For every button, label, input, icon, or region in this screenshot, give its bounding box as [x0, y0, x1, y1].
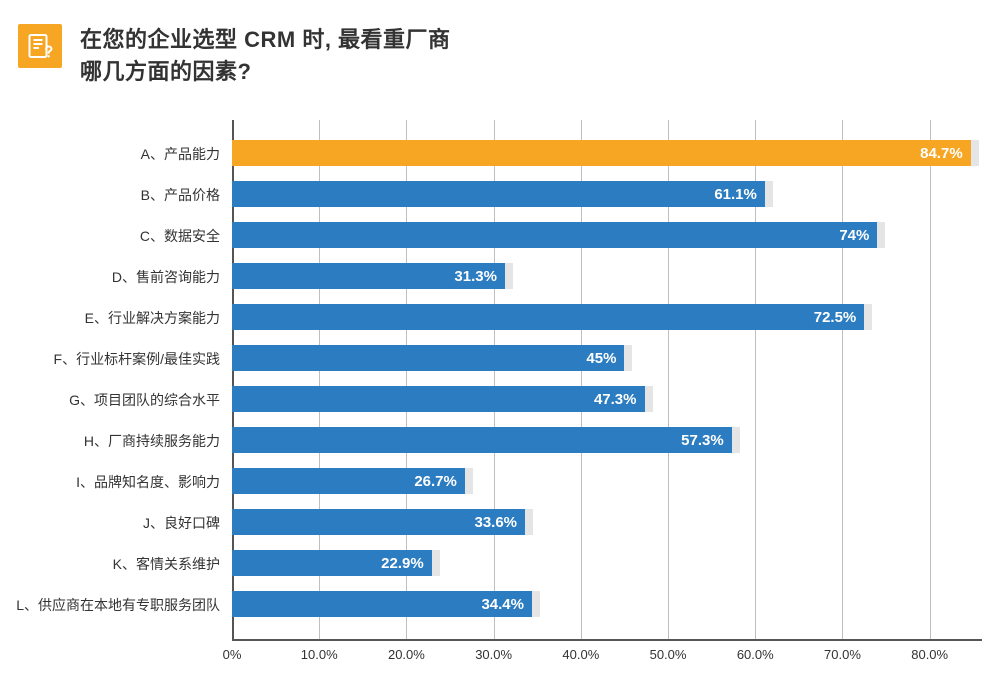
- x-tick-label: 50.0%: [650, 647, 687, 662]
- x-tick-label: 60.0%: [737, 647, 774, 662]
- bar: [232, 140, 971, 166]
- bar-value-label: 33.6%: [474, 509, 517, 535]
- bar-shadow: [505, 263, 513, 289]
- bar-shadow: [765, 181, 773, 207]
- title-line-2: 哪几方面的因素?: [80, 56, 451, 88]
- bar-value-label: 47.3%: [594, 386, 637, 412]
- bar-shadow: [877, 222, 885, 248]
- category-label: K、客情关系维护: [0, 554, 220, 574]
- bar: [232, 222, 877, 248]
- category-label: J、良好口碑: [0, 513, 220, 533]
- x-tick-label: 30.0%: [475, 647, 512, 662]
- x-tick-label: 80.0%: [911, 647, 948, 662]
- bar-shadow: [645, 386, 653, 412]
- bar: [232, 304, 864, 330]
- document-question-icon: [18, 24, 62, 68]
- bar-row: 22.9%: [232, 550, 982, 576]
- bar-value-label: 57.3%: [681, 427, 724, 453]
- bar-row: 47.3%: [232, 386, 982, 412]
- header: 在您的企业选型 CRM 时, 最看重厂商 哪几方面的因素?: [18, 24, 980, 88]
- category-label: H、厂商持续服务能力: [0, 431, 220, 451]
- bar-value-label: 34.4%: [481, 591, 524, 617]
- bar-value-label: 84.7%: [920, 140, 963, 166]
- x-tick-label: 20.0%: [388, 647, 425, 662]
- category-label: A、产品能力: [0, 144, 220, 164]
- bar-value-label: 74%: [839, 222, 869, 248]
- bar-row: 57.3%: [232, 427, 982, 453]
- bar-value-label: 61.1%: [714, 181, 757, 207]
- bar-row: 33.6%: [232, 509, 982, 535]
- bar-value-label: 72.5%: [814, 304, 857, 330]
- category-label: G、项目团队的综合水平: [0, 390, 220, 410]
- plot-area: 0%10.0%20.0%30.0%40.0%50.0%60.0%70.0%80.…: [232, 120, 982, 638]
- bar-shadow: [532, 591, 540, 617]
- bar: [232, 386, 645, 412]
- bar-value-label: 22.9%: [381, 550, 424, 576]
- title-line-1: 在您的企业选型 CRM 时, 最看重厂商: [80, 24, 451, 56]
- x-tick-label: 70.0%: [824, 647, 861, 662]
- bar-shadow: [864, 304, 872, 330]
- bar-value-label: 31.3%: [454, 263, 497, 289]
- x-tick-label: 40.0%: [562, 647, 599, 662]
- bar-row: 74%: [232, 222, 982, 248]
- category-label: I、品牌知名度、影响力: [0, 472, 220, 492]
- bar: [232, 427, 732, 453]
- bar-value-label: 26.7%: [414, 468, 457, 494]
- bar: [232, 345, 624, 371]
- category-label: B、产品价格: [0, 185, 220, 205]
- bar-row: 31.3%: [232, 263, 982, 289]
- bar-row: 45%: [232, 345, 982, 371]
- page: 在您的企业选型 CRM 时, 最看重厂商 哪几方面的因素? 0%10.0%20.…: [0, 0, 1000, 686]
- x-tick-label: 10.0%: [301, 647, 338, 662]
- bar-shadow: [432, 550, 440, 576]
- bar: [232, 181, 765, 207]
- category-label: E、行业解决方案能力: [0, 308, 220, 328]
- bar-row: 26.7%: [232, 468, 982, 494]
- bar-row: 61.1%: [232, 181, 982, 207]
- category-label: D、售前咨询能力: [0, 267, 220, 287]
- bar-shadow: [732, 427, 740, 453]
- page-title: 在您的企业选型 CRM 时, 最看重厂商 哪几方面的因素?: [80, 24, 451, 88]
- x-axis: [232, 639, 982, 641]
- bar-shadow: [465, 468, 473, 494]
- bar-shadow: [971, 140, 979, 166]
- category-label: F、行业标杆案例/最佳实践: [0, 349, 220, 369]
- bar-row: 72.5%: [232, 304, 982, 330]
- category-label: C、数据安全: [0, 226, 220, 246]
- bar-row: 34.4%: [232, 591, 982, 617]
- bar-shadow: [525, 509, 533, 535]
- bar-value-label: 45%: [586, 345, 616, 371]
- bar-row: 84.7%: [232, 140, 982, 166]
- x-tick-label: 0%: [223, 647, 242, 662]
- category-label: L、供应商在本地有专职服务团队: [0, 595, 220, 615]
- bar-shadow: [624, 345, 632, 371]
